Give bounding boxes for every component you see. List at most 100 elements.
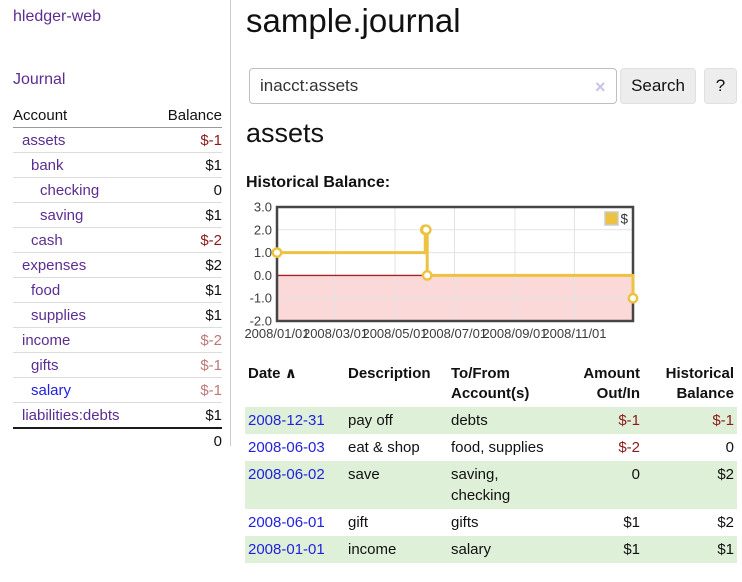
register-row: 2008-06-03 eat & shop food, supplies $-2… — [245, 434, 737, 461]
account-link-bank[interactable]: bank — [31, 157, 64, 174]
transaction-amount: $-1 — [618, 412, 640, 429]
svg-text:2.0: 2.0 — [254, 222, 272, 237]
accounts-total-row: 0 — [13, 428, 222, 453]
svg-text:$: $ — [621, 212, 629, 227]
transaction-description: income — [348, 541, 397, 558]
register-header-description: Description — [348, 365, 431, 382]
accounts-total-value: 0 — [213, 433, 222, 450]
transaction-date-link[interactable]: 2008-01-01 — [248, 541, 325, 558]
transaction-date-link[interactable]: 2008-06-01 — [248, 514, 325, 531]
transaction-description: pay off — [348, 412, 393, 429]
sidebar-item-journal[interactable]: Journal — [13, 71, 66, 88]
svg-text:3.0: 3.0 — [254, 200, 272, 215]
account-link-liabilities-debts[interactable]: liabilities:debts — [22, 407, 120, 424]
transaction-accounts: debts — [451, 412, 488, 429]
sidebar: hledger-web Journal Account Balance asse… — [0, 0, 231, 450]
account-balance: $-2 — [200, 232, 222, 249]
account-balance: $1 — [205, 157, 222, 174]
transaction-date-link[interactable]: 2008-06-02 — [248, 466, 325, 483]
transaction-balance: $2 — [717, 514, 734, 531]
account-heading: assets — [246, 118, 325, 148]
transaction-accounts: saving, checking — [451, 466, 511, 504]
transaction-date-link[interactable]: 2008-12-31 — [248, 412, 325, 429]
transaction-date-link[interactable]: 2008-06-03 — [248, 439, 325, 456]
account-row: food $1 — [13, 277, 222, 303]
account-balance: 0 — [213, 182, 222, 199]
account-row: bank $1 — [13, 152, 222, 178]
register-row: 2008-06-02 save saving, checking 0 $2 — [245, 461, 737, 509]
account-balance: $1 — [205, 207, 222, 224]
transaction-accounts: food, supplies — [451, 439, 544, 456]
transaction-amount: 0 — [631, 466, 640, 483]
historical-balance-label: Historical Balance: — [246, 174, 391, 191]
transaction-accounts: salary — [451, 541, 492, 558]
svg-text:2008/03/01: 2008/03/01 — [303, 326, 368, 341]
account-row: checking 0 — [13, 177, 222, 203]
account-balance: $-1 — [200, 382, 222, 399]
accounts-header-balance: Balance — [167, 107, 222, 124]
account-link-supplies[interactable]: supplies — [31, 307, 87, 324]
account-row: saving $1 — [13, 202, 222, 228]
register-row: 2008-06-01 gift gifts $1 $2 — [245, 509, 737, 536]
account-link-income[interactable]: income — [22, 332, 71, 349]
svg-text:2008/11/01: 2008/11/01 — [542, 326, 606, 341]
accounts-header-account: Account — [13, 107, 68, 124]
svg-text:2008/05/01: 2008/05/01 — [362, 326, 427, 341]
svg-text:1.0: 1.0 — [254, 245, 272, 260]
page-title: sample.journal — [246, 2, 461, 39]
account-balance: $1 — [205, 282, 222, 299]
sort-ascending-icon: ∧ — [284, 365, 297, 382]
account-row: liabilities:debts $1 — [13, 402, 222, 429]
account-row: income $-2 — [13, 327, 222, 353]
accounts-table: Account Balance assets $-1 bank $1 check… — [13, 103, 222, 453]
account-link-cash[interactable]: cash — [31, 232, 63, 249]
app-title-link[interactable]: hledger-web — [13, 8, 102, 25]
register-header-balance: Historical Balance — [665, 365, 734, 402]
account-row: assets $-1 — [13, 128, 222, 153]
register-header-amount: Amount Out/In — [583, 365, 640, 402]
account-link-expenses[interactable]: expenses — [22, 257, 87, 274]
historical-balance-chart[interactable]: $3.0 2.0 1.0 0.0 -1.0 -2.0 2008/01/01 2008/03/0… — [240, 196, 742, 346]
account-row: supplies $1 — [13, 302, 222, 328]
account-balance: $1 — [205, 307, 222, 324]
help-button[interactable]: ? — [704, 68, 737, 104]
clear-search-icon[interactable]: × — [595, 77, 606, 97]
account-link-salary[interactable]: salary — [31, 382, 72, 399]
transaction-balance: 0 — [725, 439, 734, 456]
account-link-saving[interactable]: saving — [40, 207, 84, 224]
svg-text:0.0: 0.0 — [254, 268, 272, 283]
account-row: expenses $2 — [13, 252, 222, 278]
account-link-assets[interactable]: assets — [22, 132, 66, 149]
account-balance: $-2 — [200, 332, 222, 349]
account-link-checking[interactable]: checking — [40, 182, 100, 199]
register-row: 2008-01-01 income salary $1 $1 — [245, 536, 737, 563]
svg-text:2008/07/01: 2008/07/01 — [422, 326, 487, 341]
svg-text:2008/09/01: 2008/09/01 — [482, 326, 547, 341]
account-link-food[interactable]: food — [31, 282, 61, 299]
search-input[interactable] — [249, 68, 617, 104]
svg-text:-1.0: -1.0 — [250, 291, 272, 306]
account-row: gifts $-1 — [13, 352, 222, 378]
transaction-amount: $1 — [623, 514, 640, 531]
transaction-balance: $1 — [717, 541, 734, 558]
transaction-amount: $1 — [623, 541, 640, 558]
transaction-balance: $-1 — [712, 412, 734, 429]
account-balance: $1 — [205, 407, 222, 424]
transaction-description: gift — [348, 514, 369, 531]
register-header-tofrom: To/From Account(s) — [451, 365, 530, 402]
register-header-date[interactable]: Date ∧ — [248, 365, 297, 382]
account-row: cash $-2 — [13, 227, 222, 253]
transaction-description: eat & shop — [348, 439, 420, 456]
transaction-accounts: gifts — [451, 514, 479, 531]
register-row: 2008-12-31 pay off debts $-1 $-1 — [245, 407, 737, 434]
svg-text:-2.0: -2.0 — [250, 314, 272, 329]
svg-text:2008/01/01: 2008/01/01 — [244, 326, 309, 341]
account-balance: $2 — [205, 257, 222, 274]
transaction-description: save — [348, 466, 380, 483]
balance-chart-svg[interactable]: $3.0 2.0 1.0 0.0 -1.0 -2.02008/01/012008/03/0… — [240, 196, 742, 346]
account-link-gifts[interactable]: gifts — [31, 357, 59, 374]
register-table: Date ∧ Description To/From Account(s) Am… — [245, 361, 737, 563]
account-balance: $-1 — [200, 357, 222, 374]
search-button[interactable]: Search — [620, 68, 696, 104]
